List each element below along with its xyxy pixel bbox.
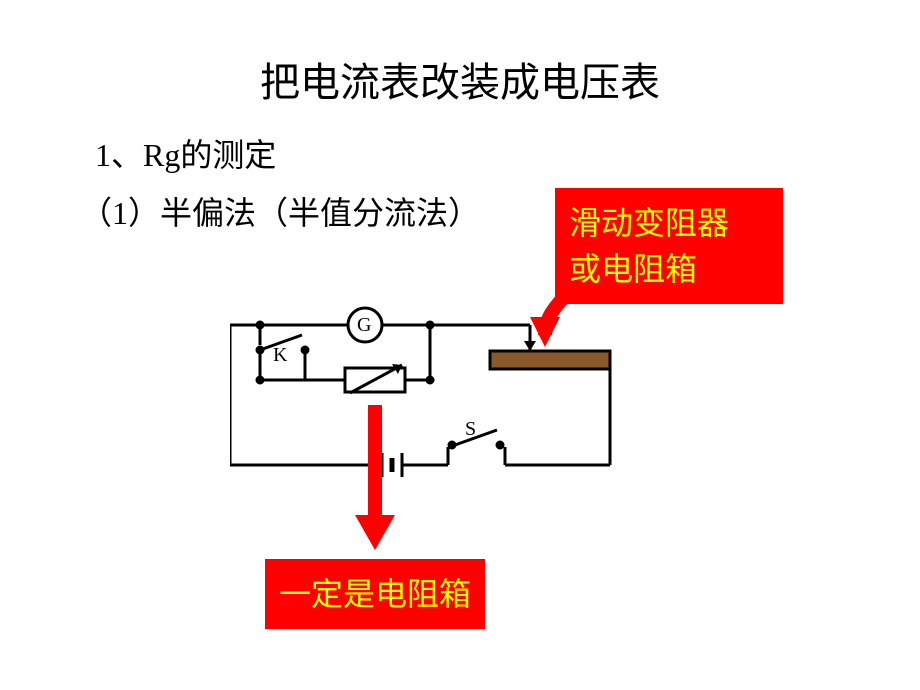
circuit-svg: [230, 295, 650, 555]
page-title: 把电流表改装成电压表: [0, 50, 920, 108]
callout-rheostat-line1: 滑动变阻器: [569, 200, 769, 246]
label-switch-k: K: [273, 344, 287, 367]
section-2-heading: （1）半偏法（半值分流法）: [80, 188, 480, 234]
label-switch-s: S: [465, 418, 476, 441]
callout-resistor-box: 一定是电阻箱: [265, 559, 485, 629]
section-1-heading: 1、Rg的测定: [95, 130, 276, 176]
label-galvanometer: G: [357, 314, 371, 337]
callout-rheostat: 滑动变阻器 或电阻箱: [555, 188, 783, 304]
circuit-diagram: G K S: [230, 295, 650, 515]
callout-rheostat-line2: 或电阻箱: [569, 246, 769, 292]
